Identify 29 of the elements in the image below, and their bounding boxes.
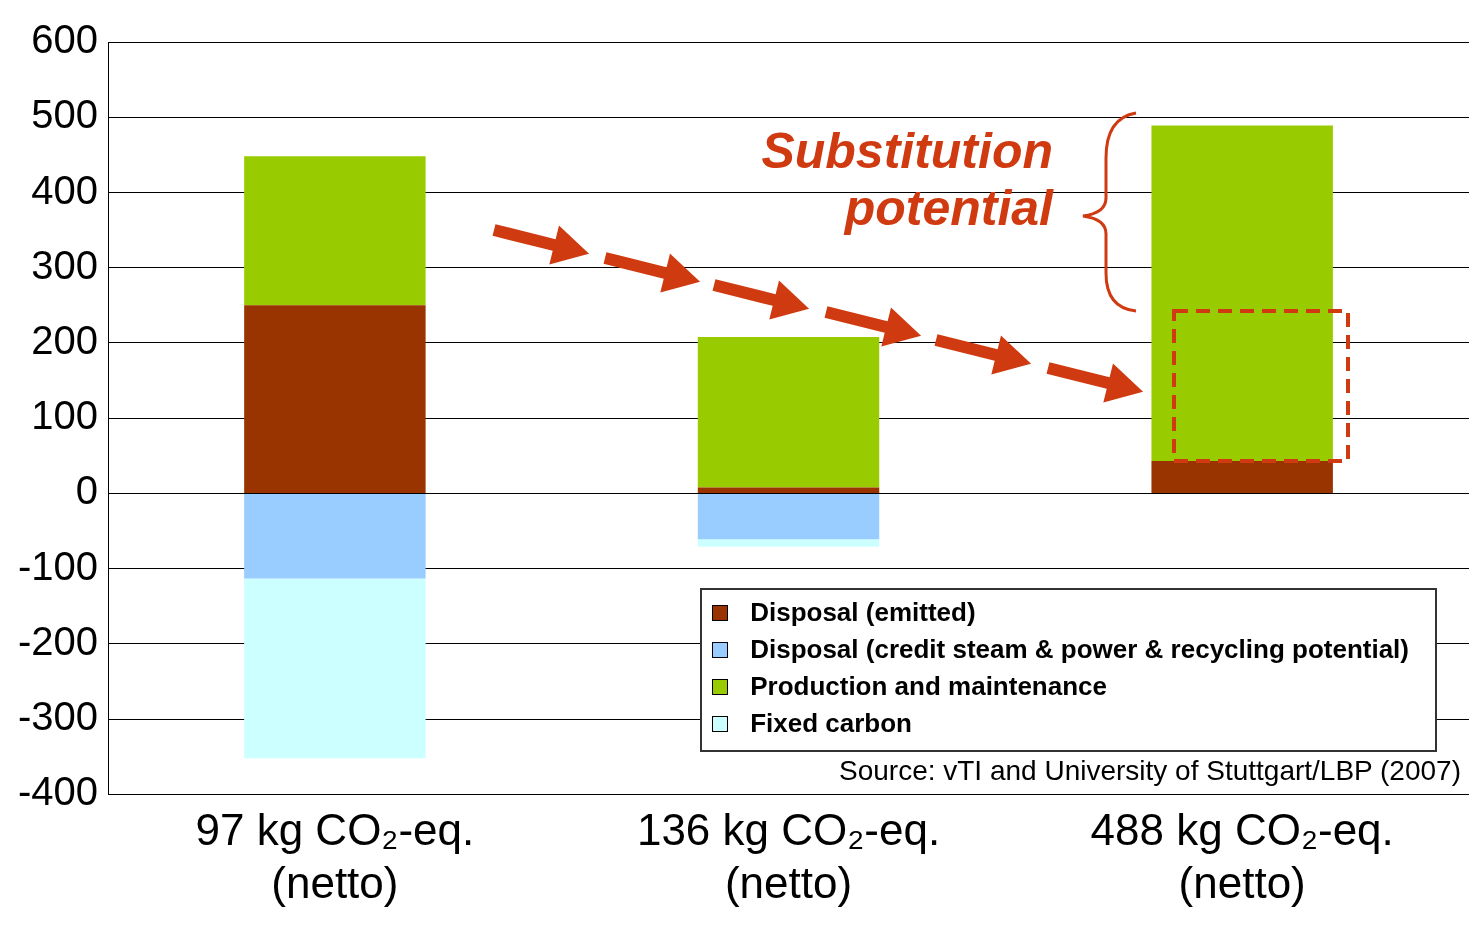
bar: [697, 336, 880, 488]
y-tick-label: 400: [31, 167, 99, 212]
y-tick-label: 300: [31, 242, 99, 287]
y-tick-label: -200: [18, 618, 99, 663]
bar: [244, 493, 426, 579]
bar: [244, 578, 426, 759]
y-tick-label: 0: [75, 468, 99, 513]
bar: [1151, 461, 1333, 493]
annotation: Source: vTI and University of Stuttgart/LBP (2007): [838, 754, 1461, 786]
y-tick-label: 600: [31, 17, 99, 62]
legend-label: Production and maintenance: [750, 671, 1107, 702]
annotation: Substitution potential: [761, 122, 1055, 236]
x-tick-label: 97 kg CO₂-eq. (netto): [195, 804, 475, 907]
legend-label: Disposal (credit steam & power & recycling potential): [750, 634, 1409, 665]
y-tick-label: -300: [18, 694, 99, 739]
x-tick-label: 136 kg CO₂-eq. (netto): [636, 804, 941, 907]
legend-label: Disposal (emitted): [750, 597, 976, 628]
bar: [244, 305, 426, 493]
y-tick-label: 500: [31, 92, 99, 137]
x-tick-label: 488 kg CO₂-eq. (netto): [1090, 804, 1394, 907]
bar: [697, 493, 880, 540]
bar: [697, 487, 880, 493]
y-tick-label: -400: [18, 769, 99, 814]
y-tick-label: 200: [31, 317, 99, 362]
bar: [244, 156, 426, 306]
legend-label: Fixed carbon: [750, 708, 912, 739]
bar: [697, 539, 880, 547]
y-tick-label: 100: [31, 393, 99, 438]
y-tick-label: -100: [18, 543, 99, 588]
